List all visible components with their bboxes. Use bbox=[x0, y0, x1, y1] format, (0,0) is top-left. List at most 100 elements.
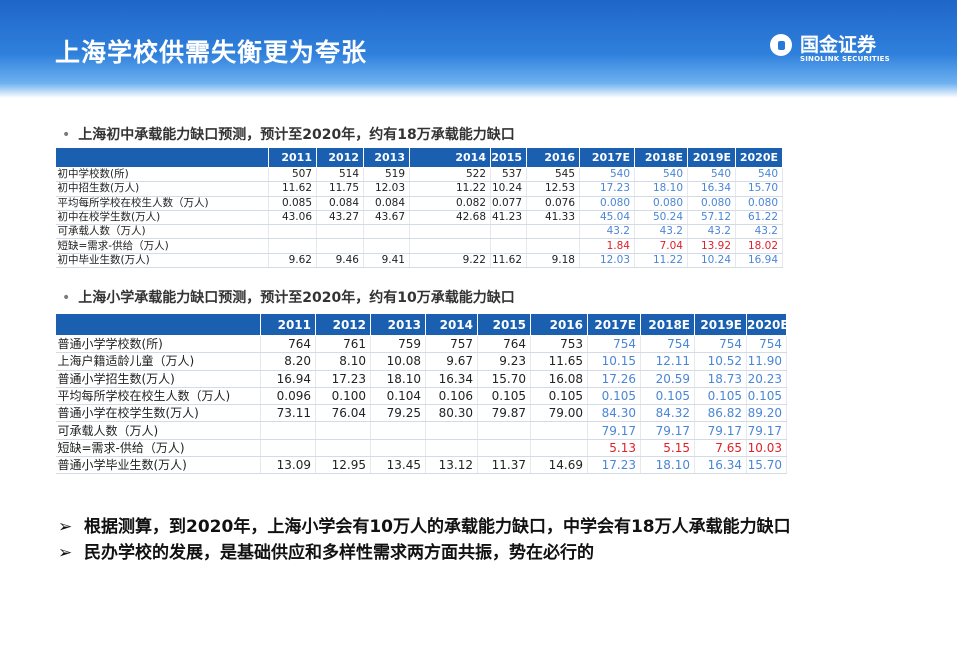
column-header: 2012 bbox=[316, 147, 364, 168]
table-cell: 15.70 bbox=[746, 456, 787, 475]
table-cell: 43.2 bbox=[687, 224, 736, 240]
row-label: 初中毕业生数(万人) bbox=[55, 253, 269, 269]
table-cell: 761 bbox=[315, 335, 371, 354]
column-header: 2015 bbox=[477, 313, 531, 336]
table-cell: 1.84 bbox=[579, 238, 635, 254]
table-cell bbox=[490, 238, 527, 254]
table-cell: 79.17 bbox=[640, 421, 695, 440]
table-cell: 0.082 bbox=[409, 196, 491, 211]
table-cell bbox=[363, 238, 410, 254]
row-label: 可承载人数（万人) bbox=[55, 224, 269, 240]
table-cell: 7.65 bbox=[694, 439, 747, 458]
table-cell: 86.82 bbox=[694, 404, 747, 423]
table-cell: 11.90 bbox=[746, 352, 787, 371]
table-cell: 0.105 bbox=[587, 387, 641, 406]
row-label: 短缺=需求-供给（万人) bbox=[55, 439, 261, 458]
table-cell: 17.23 bbox=[315, 370, 371, 388]
table-cell: 522 bbox=[409, 167, 491, 183]
table-row: 可承载人数（万人) 79.17 79.17 79.17 79.17 bbox=[55, 421, 787, 440]
table-header-row: 2011 2012 2013 2014 2015 2016 2017E 2018E 2019E 2… bbox=[55, 313, 789, 336]
table-cell: 50.24 bbox=[634, 210, 688, 226]
table-cell bbox=[490, 224, 527, 240]
logo-en-text: SINOLINK SECURITIES bbox=[800, 55, 890, 63]
table-row: 短缺=需求-供给（万人) 1.84 7.04 13.92 18.02 bbox=[55, 238, 783, 254]
table-cell: 0.084 bbox=[363, 196, 410, 211]
table-cell: 15.70 bbox=[477, 370, 531, 388]
column-header: 2013 bbox=[370, 313, 426, 336]
table-header-row: 2011 2012 2013 2014 2015 2016 2017E 2018E 2019E 2… bbox=[55, 147, 783, 168]
table-row: 平均每所学校在校生人数（万人) 0.085 0.084 0.084 0.082 0.077… bbox=[55, 196, 783, 211]
table-cell: 11.22 bbox=[409, 181, 491, 197]
table-cell: 9.41 bbox=[363, 253, 410, 269]
bullet-text: 根据测算，到2020年，上海小学会有10万人的承载能力缺口，中学会有18万人承载… bbox=[84, 517, 791, 537]
bullet-dot-icon: • bbox=[62, 127, 71, 143]
table-cell: 17.23 bbox=[579, 181, 635, 197]
table-row: 普通小学在校学生数(万人) 73.11 76.04 79.25 80.30 79.87 79… bbox=[55, 404, 787, 423]
table-row: 初中学校数(所) 507 514 519 522 537 545 540 540 540 540 bbox=[55, 167, 783, 183]
header-corner-cell bbox=[55, 147, 269, 168]
table-cell: 16.34 bbox=[694, 456, 747, 475]
table-cell: 41.23 bbox=[490, 210, 527, 226]
table-cell: 43.67 bbox=[363, 210, 410, 226]
table-cell: 9.22 bbox=[409, 253, 491, 269]
table-cell: 5.13 bbox=[587, 439, 641, 458]
table-cell: 20.59 bbox=[640, 370, 695, 388]
column-header: 2019E bbox=[687, 147, 736, 168]
table-row: 平均每所学校在校生人数（万人) 0.096 0.100 0.104 0.106 0.105… bbox=[55, 387, 787, 406]
table-row: 上海户籍适龄儿童（万人) 8.20 8.10 10.08 9.67 9.23 11.65 10… bbox=[55, 352, 787, 371]
table-cell: 754 bbox=[640, 335, 695, 354]
column-header: 2011 bbox=[268, 147, 317, 168]
conclusion-bullets: ➢ 根据测算，到2020年，上海小学会有10万人的承载能力缺口，中学会有18万人… bbox=[58, 515, 918, 567]
table-cell: 76.04 bbox=[315, 404, 371, 423]
table-cell: 18.10 bbox=[640, 456, 695, 475]
table-cell bbox=[526, 224, 580, 240]
table-cell: 18.10 bbox=[634, 181, 688, 197]
middle-school-table: 2011 2012 2013 2014 2015 2016 2017E 2018E 2019E 2… bbox=[55, 147, 783, 269]
table-cell: 13.12 bbox=[425, 456, 478, 475]
table-row: 初中招生数(万人) 11.62 11.75 12.03 11.22 10.24 12.53 1… bbox=[55, 181, 783, 197]
table-cell: 11.22 bbox=[634, 253, 688, 269]
table-cell: 11.62 bbox=[268, 181, 317, 197]
table-cell: 0.105 bbox=[477, 387, 531, 406]
middle-school-heading: • 上海初中承载能力缺口预测，预计至2020年，约有18万承载能力缺口 bbox=[62, 124, 515, 144]
row-label: 平均每所学校在校生人数（万人) bbox=[55, 196, 269, 211]
row-label: 普通小学毕业生数(万人) bbox=[55, 456, 261, 475]
table-cell: 17.23 bbox=[587, 456, 641, 475]
table-row: 初中在校学生数(万人) 43.06 43.27 43.67 42.68 41.23 41.3… bbox=[55, 210, 783, 226]
table-cell: 753 bbox=[530, 335, 588, 354]
table-row: 普通小学招生数(万人) 16.94 17.23 18.10 16.34 15.70 16.0… bbox=[55, 370, 787, 388]
table-cell: 540 bbox=[735, 167, 783, 183]
table-cell: 0.104 bbox=[370, 387, 426, 406]
sinolink-logo: 国金证券 SINOLINK SECURITIES bbox=[770, 30, 920, 70]
table-cell: 10.24 bbox=[687, 253, 736, 269]
table-cell: 14.69 bbox=[530, 456, 588, 475]
table-cell: 18.10 bbox=[370, 370, 426, 388]
table-cell: 12.11 bbox=[640, 352, 695, 371]
table-cell: 8.10 bbox=[315, 352, 371, 371]
column-header: 2020E bbox=[746, 313, 789, 336]
table-cell: 79.00 bbox=[530, 404, 588, 423]
table-cell: 43.2 bbox=[579, 224, 635, 240]
column-header: 2016 bbox=[530, 313, 588, 336]
table-row: 短缺=需求-供给（万人) 5.13 5.15 7.65 10.03 bbox=[55, 439, 787, 458]
table-cell: 16.08 bbox=[530, 370, 588, 388]
primary-school-heading: • 上海小学承载能力缺口预测，预计至2020年，约有10万承载能力缺口 bbox=[62, 287, 515, 307]
table-cell: 9.23 bbox=[477, 352, 531, 371]
table-cell: 12.03 bbox=[579, 253, 635, 269]
table-cell: 0.105 bbox=[746, 387, 787, 406]
table-cell: 43.06 bbox=[268, 210, 317, 226]
bullet-item: ➢ 民办学校的发展，是基础供应和多样性需求两方面共振，势在必行的 bbox=[58, 541, 918, 565]
table-row: 可承载人数（万人) 43.2 43.2 43.2 43.2 bbox=[55, 224, 783, 240]
table-cell: 18.73 bbox=[694, 370, 747, 388]
column-header: 2018E bbox=[640, 313, 695, 336]
table-cell: 540 bbox=[634, 167, 688, 183]
table-cell: 10.52 bbox=[694, 352, 747, 371]
table-cell: 12.03 bbox=[363, 181, 410, 197]
table-cell: 43.27 bbox=[316, 210, 364, 226]
row-label: 上海户籍适龄儿童（万人) bbox=[55, 352, 261, 371]
table-cell: 757 bbox=[425, 335, 478, 354]
logo-cn-text: 国金证券 bbox=[800, 34, 877, 56]
table-cell: 10.08 bbox=[370, 352, 426, 371]
row-label: 初中学校数(所) bbox=[55, 167, 269, 183]
table-cell bbox=[409, 224, 491, 240]
